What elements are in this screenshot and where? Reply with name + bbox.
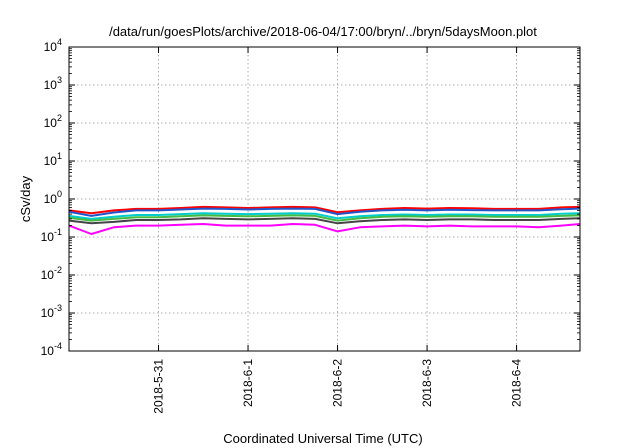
series-line-1: [68, 205, 581, 215]
x-tick-label: 2018-6-3: [420, 359, 434, 407]
series-line-6: [68, 223, 581, 235]
x-tick-label: 2018-6-2: [331, 359, 345, 407]
y-tick-label: 10-4: [41, 341, 62, 358]
y-axis-label: cSv/day: [18, 175, 33, 222]
x-tick-label: 2018-5-31: [152, 359, 166, 414]
y-tick-label: 103: [44, 75, 62, 92]
y-axis-ticks: 10-4 10-3 10-2 10-1 100 101 102 103 104: [41, 37, 580, 358]
series-line-3: [68, 212, 581, 220]
y-tick-label: 101: [44, 151, 62, 168]
grid: [69, 47, 580, 351]
y-tick-label: 10-1: [41, 227, 62, 244]
y-tick-label: 10-3: [41, 303, 62, 320]
y-tick-label: 10-2: [41, 265, 62, 282]
y-tick-label: 104: [44, 37, 62, 54]
series-line-5: [68, 217, 581, 225]
series-line-4: [68, 214, 581, 222]
series-lines: [68, 205, 581, 235]
x-axis-label: Coordinated Universal Time (UTC): [223, 431, 422, 446]
y-tick-label: 100: [44, 189, 62, 206]
x-axis-ticks: 2018-5-31 2018-6-1 2018-6-2 2018-6-3 2018-6-…: [152, 47, 524, 414]
series-line-2: [68, 207, 581, 217]
y-tick-label: 102: [44, 113, 62, 130]
chart-title: /data/run/goesPlots/archive/2018-06-04/1…: [109, 24, 537, 39]
x-tick-label: 2018-6-1: [241, 359, 255, 407]
x-tick-label: 2018-6-4: [510, 359, 524, 407]
